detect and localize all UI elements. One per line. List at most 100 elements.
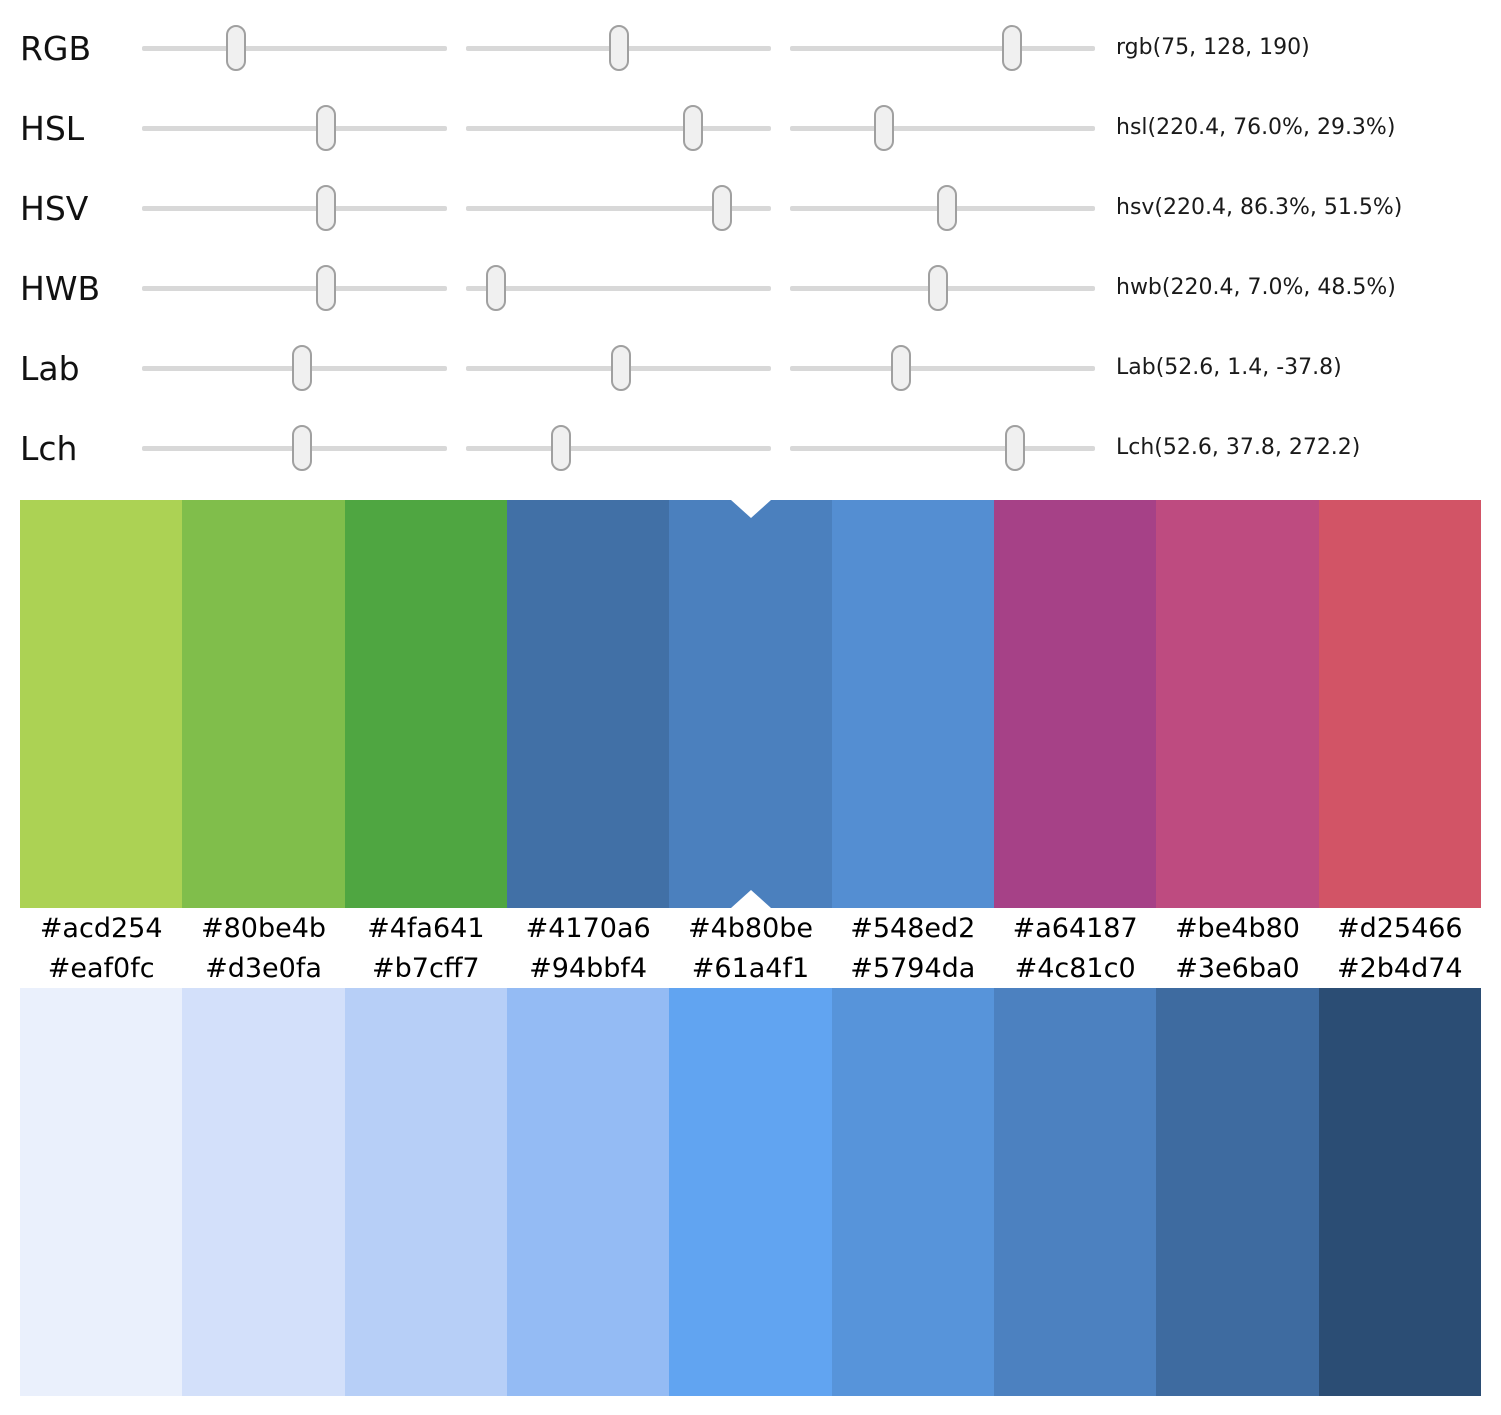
palette-swatch[interactable] bbox=[1156, 988, 1319, 1396]
slider-handle[interactable] bbox=[291, 425, 312, 471]
palette-swatch[interactable] bbox=[1156, 500, 1319, 908]
tint-shade-strip bbox=[20, 988, 1481, 1396]
slider-handle[interactable] bbox=[1002, 25, 1023, 71]
slider-handle[interactable] bbox=[485, 265, 506, 311]
slider-track[interactable] bbox=[466, 345, 771, 391]
slider-track[interactable] bbox=[466, 265, 771, 311]
slider-handle[interactable] bbox=[682, 105, 703, 151]
slider-handle[interactable] bbox=[291, 345, 312, 391]
color-sliders: RGB rgb(75, 128, 190) HSL bbox=[0, 0, 1501, 488]
hex-code-label: #4fa641 bbox=[367, 912, 485, 944]
hex-code-label: #94bbf4 bbox=[529, 952, 648, 984]
hex-code-label: #5794da bbox=[850, 952, 976, 984]
slider-handle[interactable] bbox=[873, 105, 894, 151]
slider-handle[interactable] bbox=[225, 25, 246, 71]
color-value-text: hsl(220.4, 76.0%, 29.3%) bbox=[1116, 115, 1396, 140]
colorspace-label: RGB bbox=[20, 28, 92, 68]
slider-track[interactable] bbox=[466, 105, 771, 151]
color-value-text: Lch(52.6, 37.8, 272.2) bbox=[1116, 435, 1361, 460]
slider-handle[interactable] bbox=[316, 105, 337, 151]
palette-swatch[interactable] bbox=[831, 988, 994, 1396]
palette-swatch[interactable] bbox=[1318, 988, 1481, 1396]
hex-code-label: #d3e0fa bbox=[205, 952, 322, 984]
palette-swatch[interactable] bbox=[1318, 500, 1481, 908]
palette-swatch[interactable] bbox=[669, 988, 832, 1396]
slider-handle[interactable] bbox=[609, 25, 630, 71]
hex-code-label: #b7cff7 bbox=[372, 952, 480, 984]
scale-hex-labels: #eaf0fc #d3e0fa #b7cff7 #94bbf4 #61a4f1 … bbox=[20, 948, 1481, 988]
hex-code-label: #61a4f1 bbox=[691, 952, 810, 984]
slider-track-group bbox=[142, 25, 1095, 71]
palette-swatch[interactable] bbox=[20, 988, 183, 1396]
palette-swatch[interactable] bbox=[669, 500, 832, 908]
slider-track[interactable] bbox=[142, 185, 447, 231]
palette-swatch[interactable] bbox=[20, 500, 183, 908]
hex-code-label: #eaf0fc bbox=[47, 952, 155, 984]
hex-code-label: #2b4d74 bbox=[1336, 952, 1463, 984]
hex-code-label: #acd254 bbox=[39, 912, 163, 944]
colorspace-label: Lab bbox=[20, 348, 80, 388]
palette-swatch[interactable] bbox=[182, 988, 345, 1396]
slider-track[interactable] bbox=[142, 345, 447, 391]
hex-code-label: #d25466 bbox=[1336, 912, 1463, 944]
slider-handle[interactable] bbox=[890, 345, 911, 391]
hex-code-label: #4b80be bbox=[687, 912, 813, 944]
slider-track-group bbox=[142, 345, 1095, 391]
palette-swatch[interactable] bbox=[506, 500, 670, 908]
palette-hex-labels: #acd254 #80be4b #4fa641 #4170a6 #4b80be … bbox=[20, 908, 1481, 948]
slider-track[interactable] bbox=[142, 425, 447, 471]
slider-handle[interactable] bbox=[316, 265, 337, 311]
hex-code-label: #548ed2 bbox=[850, 912, 976, 944]
palette-swatch[interactable] bbox=[344, 500, 507, 908]
slider-handle[interactable] bbox=[316, 185, 337, 231]
slider-row: Lch Lch(52.6, 37.8, 272.2) bbox=[0, 408, 1501, 488]
palette-swatch[interactable] bbox=[993, 500, 1157, 908]
color-value-text: rgb(75, 128, 190) bbox=[1116, 35, 1310, 60]
slider-track[interactable] bbox=[790, 265, 1095, 311]
hex-code-label: #be4b80 bbox=[1174, 912, 1300, 944]
slider-track[interactable] bbox=[790, 425, 1095, 471]
colorspace-label: Lch bbox=[20, 428, 78, 468]
slider-track[interactable] bbox=[790, 105, 1095, 151]
slider-row: HSV hsv(220.4, 86.3%, 51.5%) bbox=[0, 168, 1501, 248]
slider-track[interactable] bbox=[466, 25, 771, 71]
slider-track[interactable] bbox=[790, 185, 1095, 231]
slider-track[interactable] bbox=[142, 265, 447, 311]
slider-track-group bbox=[142, 185, 1095, 231]
slider-handle[interactable] bbox=[711, 185, 732, 231]
slider-handle[interactable] bbox=[550, 425, 571, 471]
colorspace-label: HSV bbox=[20, 188, 89, 228]
slider-row: HSL hsl(220.4, 76.0%, 29.3%) bbox=[0, 88, 1501, 168]
palette-swatch[interactable] bbox=[344, 988, 507, 1396]
hex-code-label: #4170a6 bbox=[525, 912, 651, 944]
palette-swatch[interactable] bbox=[506, 988, 670, 1396]
palette-swatch[interactable] bbox=[182, 500, 345, 908]
palette-swatch[interactable] bbox=[831, 500, 994, 908]
colorspace-label: HWB bbox=[20, 268, 101, 308]
colorspace-label: HSL bbox=[20, 108, 85, 148]
slider-track-group bbox=[142, 265, 1095, 311]
slider-track[interactable] bbox=[790, 345, 1095, 391]
palette-swatch[interactable] bbox=[993, 988, 1157, 1396]
slider-track[interactable] bbox=[142, 105, 447, 151]
slider-handle[interactable] bbox=[610, 345, 631, 391]
slider-handle[interactable] bbox=[936, 185, 957, 231]
hex-code-label: #4c81c0 bbox=[1014, 952, 1136, 984]
hex-code-label: #3e6ba0 bbox=[1175, 952, 1300, 984]
slider-track[interactable] bbox=[466, 185, 771, 231]
slider-track[interactable] bbox=[790, 25, 1095, 71]
slider-handle[interactable] bbox=[928, 265, 949, 311]
slider-track[interactable] bbox=[142, 25, 447, 71]
slider-track-group bbox=[142, 105, 1095, 151]
slider-track[interactable] bbox=[466, 425, 771, 471]
slider-handle[interactable] bbox=[1005, 425, 1026, 471]
slider-row: RGB rgb(75, 128, 190) bbox=[0, 8, 1501, 88]
hex-code-label: #80be4b bbox=[200, 912, 327, 944]
hue-palette-strip bbox=[20, 500, 1481, 908]
hex-code-label: #a64187 bbox=[1012, 912, 1138, 944]
slider-row: HWB hwb(220.4, 7.0%, 48.5%) bbox=[0, 248, 1501, 328]
color-value-text: hsv(220.4, 86.3%, 51.5%) bbox=[1116, 195, 1403, 220]
color-value-text: Lab(52.6, 1.4, -37.8) bbox=[1116, 355, 1342, 380]
color-value-text: hwb(220.4, 7.0%, 48.5%) bbox=[1116, 275, 1396, 300]
